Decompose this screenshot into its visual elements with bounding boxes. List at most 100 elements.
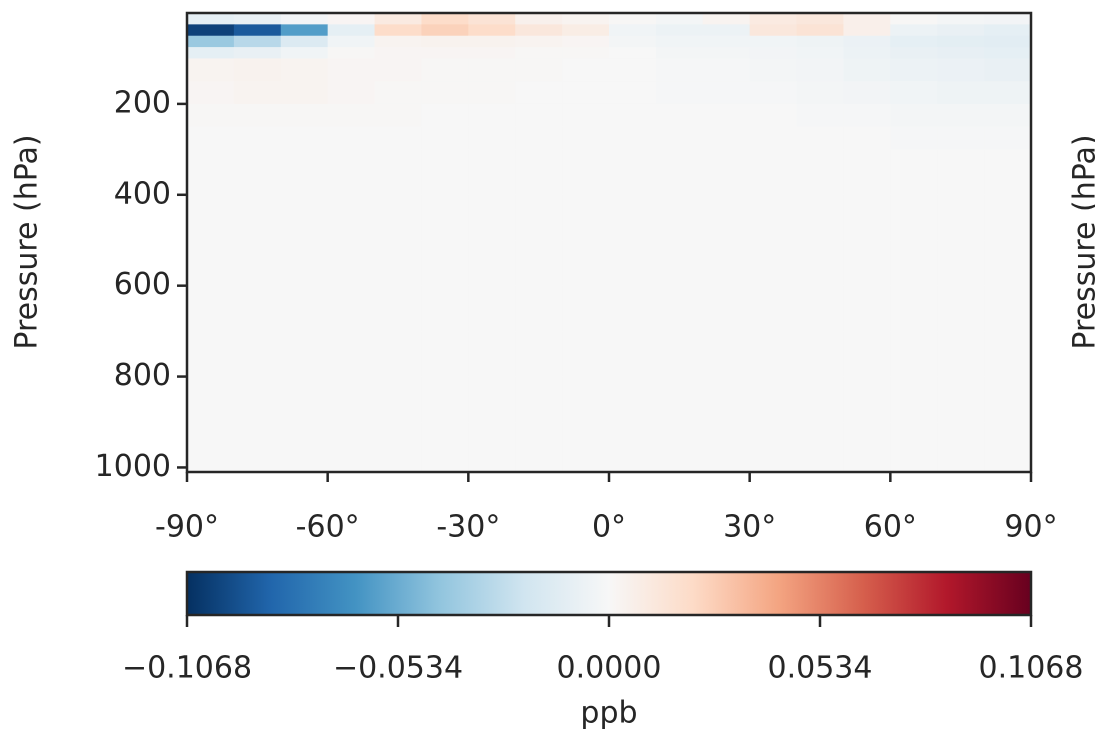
heatmap-cell	[984, 126, 1032, 150]
heatmap-cell	[374, 194, 422, 241]
heatmap-cell	[468, 149, 516, 196]
heatmap-cell	[937, 422, 985, 473]
heatmap-cell	[421, 35, 469, 48]
heatmap-cell	[609, 240, 657, 287]
heatmap-cell	[749, 24, 798, 37]
heatmap-cell	[890, 58, 938, 82]
heatmap-cell	[890, 24, 938, 37]
heatmap-cell	[187, 13, 235, 25]
heatmap-cell	[609, 422, 657, 473]
heatmap-cell	[187, 81, 235, 105]
heatmap-cell	[562, 331, 610, 378]
heatmap-cell	[233, 47, 282, 59]
x-tick-label: -60°	[296, 510, 360, 545]
heatmap-cell	[749, 331, 798, 378]
heatmap-cell	[562, 47, 610, 59]
heatmap-cell	[984, 149, 1032, 196]
heatmap-cell	[233, 58, 282, 82]
heatmap-cell	[796, 13, 844, 25]
heatmap-cell	[562, 126, 610, 150]
heatmap-cell	[421, 58, 469, 82]
heatmap-cell	[562, 24, 610, 37]
heatmap-cell	[280, 24, 329, 37]
heatmap-cell	[327, 103, 376, 128]
heatmap-cell	[421, 13, 469, 25]
heatmap-cell	[702, 194, 751, 241]
heatmap-cell	[702, 13, 751, 25]
heatmap-cell	[702, 285, 751, 332]
heatmap-cell	[280, 58, 329, 82]
heatmap-cell	[843, 126, 891, 150]
heatmap-cell	[655, 331, 704, 378]
heatmap-cell	[702, 35, 751, 48]
heatmap-cell	[702, 24, 751, 37]
heatmap-cell	[655, 81, 704, 105]
heatmap-cell	[515, 376, 563, 423]
heatmap-cell	[796, 376, 844, 423]
heatmap-cell	[702, 103, 751, 128]
heatmap-cell	[374, 35, 422, 48]
heatmap-cell	[468, 194, 516, 241]
heatmap-cell	[421, 422, 469, 473]
heatmap-cell	[327, 149, 376, 196]
heatmap-cell	[655, 126, 704, 150]
heatmap-cell	[233, 240, 282, 287]
heatmap-cell	[327, 422, 376, 473]
heatmap-cell	[468, 13, 516, 25]
heatmap-cell	[749, 103, 798, 128]
heatmap-cell	[843, 240, 891, 287]
heatmap-cell	[749, 149, 798, 196]
colorbar-tick-label: 0.1068	[979, 651, 1084, 686]
heatmap-cell	[233, 149, 282, 196]
heatmap-cell	[749, 422, 798, 473]
heatmap-cell	[327, 331, 376, 378]
heatmap-cell	[280, 103, 329, 128]
heatmap-cell	[655, 240, 704, 287]
heatmap-cell	[468, 126, 516, 150]
heatmap-cell	[374, 126, 422, 150]
heatmap-cell	[421, 81, 469, 105]
heatmap-cell	[655, 47, 704, 59]
heatmap-cell	[655, 13, 704, 25]
heatmap-cell	[937, 35, 985, 48]
heatmap-cell	[937, 24, 985, 37]
x-tick-label: 90°	[1004, 510, 1057, 545]
heatmap-cell	[749, 240, 798, 287]
heatmap-cell	[374, 331, 422, 378]
heatmap-cell	[937, 194, 985, 241]
heatmap-cell	[187, 331, 235, 378]
heatmap-cell	[890, 81, 938, 105]
heatmap-cell	[984, 47, 1032, 59]
heatmap-cell	[468, 81, 516, 105]
heatmap-cell	[280, 13, 329, 25]
heatmap-cell	[233, 285, 282, 332]
heatmap-cell	[984, 35, 1032, 48]
heatmap-cell	[843, 285, 891, 332]
heatmap-cell	[890, 240, 938, 287]
heatmap-cell	[374, 24, 422, 37]
heatmap-cell	[655, 285, 704, 332]
heatmap-cell	[937, 240, 985, 287]
heatmap-cell	[280, 376, 329, 423]
colorbar-tick-label: −0.0534	[333, 651, 463, 686]
heatmap-cell	[468, 376, 516, 423]
heatmap-cell	[609, 126, 657, 150]
heatmap-cell	[515, 285, 563, 332]
heatmap-cell	[327, 13, 376, 25]
heatmap-cell	[937, 126, 985, 150]
heatmap-cell	[843, 149, 891, 196]
heatmap-cell	[890, 331, 938, 378]
heatmap-cell	[655, 376, 704, 423]
heatmap-cell	[280, 81, 329, 105]
heatmap-cell	[327, 194, 376, 241]
heatmap-cell	[937, 149, 985, 196]
heatmap-cell	[187, 58, 235, 82]
heatmap-cell	[749, 13, 798, 25]
heatmap-cell	[327, 285, 376, 332]
heatmap-cell	[609, 24, 657, 37]
heatmap-cell	[515, 13, 563, 25]
heatmap-cell	[937, 376, 985, 423]
heatmap-cell	[421, 24, 469, 37]
